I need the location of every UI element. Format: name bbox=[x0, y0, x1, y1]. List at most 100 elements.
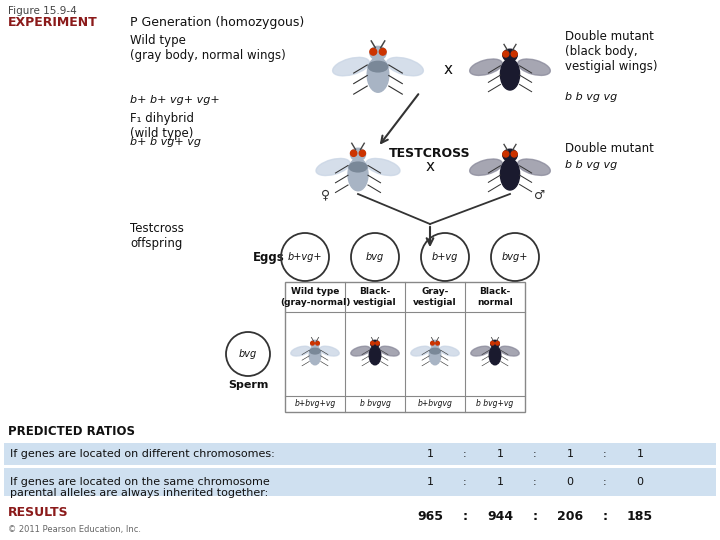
Text: :: : bbox=[533, 510, 538, 523]
Ellipse shape bbox=[430, 348, 440, 354]
Text: RESULTS: RESULTS bbox=[8, 506, 68, 519]
Text: 965: 965 bbox=[417, 510, 443, 523]
Text: Wild type
(gray body, normal wings): Wild type (gray body, normal wings) bbox=[130, 34, 286, 62]
Text: Gray-
vestigial: Gray- vestigial bbox=[413, 287, 456, 307]
Text: :: : bbox=[603, 449, 607, 459]
Circle shape bbox=[351, 150, 356, 157]
Circle shape bbox=[379, 49, 386, 55]
Ellipse shape bbox=[320, 346, 339, 356]
Ellipse shape bbox=[411, 346, 431, 356]
Ellipse shape bbox=[440, 346, 459, 356]
Ellipse shape bbox=[490, 346, 501, 365]
Circle shape bbox=[511, 151, 517, 157]
Text: bvg: bvg bbox=[366, 252, 384, 262]
Text: b b vg vg: b b vg vg bbox=[565, 92, 617, 102]
Ellipse shape bbox=[503, 149, 517, 161]
Ellipse shape bbox=[367, 57, 389, 92]
Ellipse shape bbox=[310, 346, 321, 365]
Text: © 2011 Pearson Education, Inc.: © 2011 Pearson Education, Inc. bbox=[8, 525, 141, 534]
Circle shape bbox=[315, 341, 320, 345]
Circle shape bbox=[511, 51, 517, 57]
Ellipse shape bbox=[469, 159, 503, 176]
Text: 944: 944 bbox=[487, 510, 513, 523]
Ellipse shape bbox=[379, 346, 399, 356]
Text: 185: 185 bbox=[627, 510, 653, 523]
Circle shape bbox=[376, 341, 379, 345]
Circle shape bbox=[311, 341, 315, 345]
Text: ♀: ♀ bbox=[321, 188, 330, 201]
Ellipse shape bbox=[370, 46, 386, 60]
Ellipse shape bbox=[491, 340, 500, 348]
Ellipse shape bbox=[368, 62, 388, 72]
Bar bbox=[4, 468, 716, 496]
Ellipse shape bbox=[311, 340, 320, 348]
Text: Sperm: Sperm bbox=[228, 380, 268, 390]
Text: Double mutant: Double mutant bbox=[565, 142, 654, 155]
Text: 1: 1 bbox=[636, 449, 644, 459]
Text: Double mutant
(black body,
vestigial wings): Double mutant (black body, vestigial win… bbox=[565, 30, 657, 73]
Text: ♂: ♂ bbox=[534, 188, 546, 201]
Text: Black-
vestigial: Black- vestigial bbox=[354, 287, 397, 307]
Text: If genes are located on the same chromosome: If genes are located on the same chromos… bbox=[10, 477, 274, 487]
Text: Wild type
(gray-normal): Wild type (gray-normal) bbox=[280, 287, 350, 307]
Text: b bvg+vg: b bvg+vg bbox=[477, 400, 513, 408]
Text: 1: 1 bbox=[497, 449, 503, 459]
Ellipse shape bbox=[431, 340, 439, 348]
Text: b+vg+: b+vg+ bbox=[288, 252, 323, 262]
Text: b b vg vg: b b vg vg bbox=[565, 160, 617, 170]
Ellipse shape bbox=[348, 158, 368, 191]
Ellipse shape bbox=[518, 159, 550, 176]
Circle shape bbox=[359, 150, 366, 157]
Circle shape bbox=[370, 49, 377, 55]
Ellipse shape bbox=[351, 148, 366, 161]
Ellipse shape bbox=[316, 158, 350, 176]
Circle shape bbox=[431, 341, 434, 345]
Ellipse shape bbox=[387, 57, 423, 76]
Ellipse shape bbox=[369, 346, 381, 365]
Text: Eggs: Eggs bbox=[253, 251, 285, 264]
Text: :: : bbox=[463, 449, 467, 459]
Ellipse shape bbox=[291, 346, 310, 356]
Text: bvg: bvg bbox=[239, 349, 257, 359]
Circle shape bbox=[371, 341, 374, 345]
Text: 1: 1 bbox=[497, 477, 503, 487]
Text: Figure 15.9-4: Figure 15.9-4 bbox=[8, 6, 77, 16]
Text: b+vg: b+vg bbox=[432, 252, 458, 262]
Bar bbox=[285, 282, 525, 412]
Ellipse shape bbox=[500, 346, 519, 356]
Text: parental alleles are always inherited together:: parental alleles are always inherited to… bbox=[10, 488, 269, 498]
Text: b+ b vg+ vg: b+ b vg+ vg bbox=[130, 137, 201, 147]
Text: :: : bbox=[603, 510, 608, 523]
Text: bvg+: bvg+ bbox=[502, 252, 528, 262]
Text: b+bvgvg: b+bvgvg bbox=[418, 400, 452, 408]
Circle shape bbox=[491, 341, 495, 345]
Text: x: x bbox=[426, 159, 434, 174]
Text: P Generation (homozygous): P Generation (homozygous) bbox=[130, 16, 305, 29]
Ellipse shape bbox=[429, 346, 441, 365]
Text: PREDICTED RATIOS: PREDICTED RATIOS bbox=[8, 425, 135, 438]
Ellipse shape bbox=[371, 340, 379, 348]
Text: 1: 1 bbox=[567, 449, 574, 459]
Text: 1: 1 bbox=[426, 449, 433, 459]
Circle shape bbox=[503, 51, 509, 57]
Ellipse shape bbox=[500, 159, 520, 190]
Bar bbox=[4, 443, 716, 465]
Text: 0: 0 bbox=[636, 477, 644, 487]
Ellipse shape bbox=[471, 346, 490, 356]
Circle shape bbox=[436, 341, 439, 345]
Text: :: : bbox=[463, 477, 467, 487]
Circle shape bbox=[503, 151, 509, 157]
Text: 206: 206 bbox=[557, 510, 583, 523]
Ellipse shape bbox=[500, 59, 520, 90]
Ellipse shape bbox=[310, 348, 320, 354]
Text: :: : bbox=[462, 510, 467, 523]
Text: EXPERIMENT: EXPERIMENT bbox=[8, 16, 98, 29]
Text: b+ b+ vg+ vg+: b+ b+ vg+ vg+ bbox=[130, 95, 220, 105]
Text: Black-
normal: Black- normal bbox=[477, 287, 513, 307]
Text: b+bvg+vg: b+bvg+vg bbox=[294, 400, 336, 408]
Text: TESTCROSS: TESTCROSS bbox=[390, 147, 471, 160]
Ellipse shape bbox=[469, 59, 503, 76]
Circle shape bbox=[495, 341, 500, 345]
Ellipse shape bbox=[366, 158, 400, 176]
Ellipse shape bbox=[349, 162, 367, 172]
